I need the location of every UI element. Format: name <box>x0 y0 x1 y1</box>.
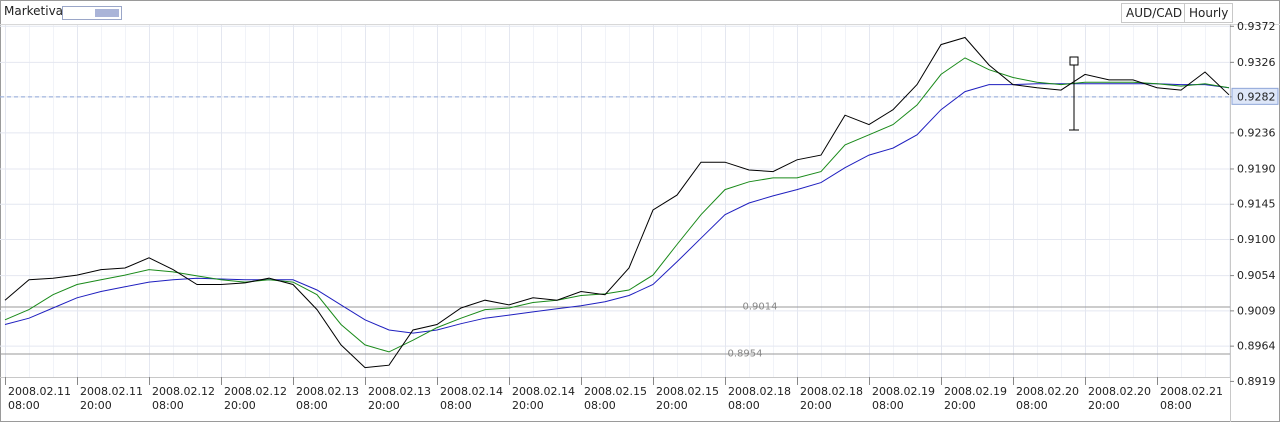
y-tick-label: 0.9054 <box>1237 269 1276 282</box>
broker-box <box>62 6 122 20</box>
y-tick-label: 0.9009 <box>1237 304 1276 317</box>
price-line <box>4 36 1230 369</box>
y-tick-label: 0.9145 <box>1237 198 1276 211</box>
x-tick-label: 2008.02.12 20:00 <box>224 385 287 412</box>
symbol-label[interactable]: AUD/CAD <box>1121 3 1188 23</box>
y-tick-label: 0.9282 <box>1237 90 1276 103</box>
y-tick-label: 0.8964 <box>1237 340 1276 353</box>
x-tick-label: 2008.02.12 08:00 <box>152 385 215 412</box>
y-tick-label: 0.9326 <box>1237 56 1276 69</box>
y-tick-label: 0.9236 <box>1237 126 1276 139</box>
x-tick-label: 2008.02.20 08:00 <box>1016 385 1079 412</box>
level-label: 0.8954 <box>728 348 763 359</box>
price-line <box>4 83 1230 334</box>
y-tick-label: 0.9372 <box>1237 20 1276 33</box>
x-tick-label: 2008.02.14 08:00 <box>440 385 503 412</box>
x-tick-label: 2008.02.15 08:00 <box>584 385 647 412</box>
y-tick-label: 0.9190 <box>1237 162 1276 175</box>
x-tick-label: 2008.02.21 08:00 <box>1160 385 1223 412</box>
x-tick-label: 2008.02.18 08:00 <box>728 385 791 412</box>
broker-box-fill <box>95 9 119 17</box>
x-tick-label: 2008.02.15 20:00 <box>656 385 719 412</box>
x-tick-label: 2008.02.20 20:00 <box>1088 385 1151 412</box>
marker-head <box>1069 56 1079 66</box>
y-tick-label: 0.8919 <box>1237 375 1276 388</box>
x-tick-label: 2008.02.14 20:00 <box>512 385 575 412</box>
tool-marker <box>1069 56 1079 131</box>
x-tick-label: 2008.02.11 20:00 <box>80 385 143 412</box>
timeframe-label[interactable]: Hourly <box>1184 3 1234 23</box>
x-tick-label: 2008.02.18 20:00 <box>800 385 863 412</box>
price-line <box>4 57 1230 353</box>
x-tick-label: 2008.02.13 20:00 <box>368 385 431 412</box>
last-price-box <box>1231 87 1279 105</box>
x-tick-label: 2008.02.11 08:00 <box>8 385 71 412</box>
level-label: 0.9014 <box>743 301 778 312</box>
broker-label: Marketiva <box>2 3 66 19</box>
x-tick-label: 2008.02.19 20:00 <box>944 385 1007 412</box>
y-tick-label: 0.9100 <box>1237 233 1276 246</box>
x-tick-label: 2008.02.19 08:00 <box>872 385 935 412</box>
x-tick-label: 2008.02.13 08:00 <box>296 385 359 412</box>
